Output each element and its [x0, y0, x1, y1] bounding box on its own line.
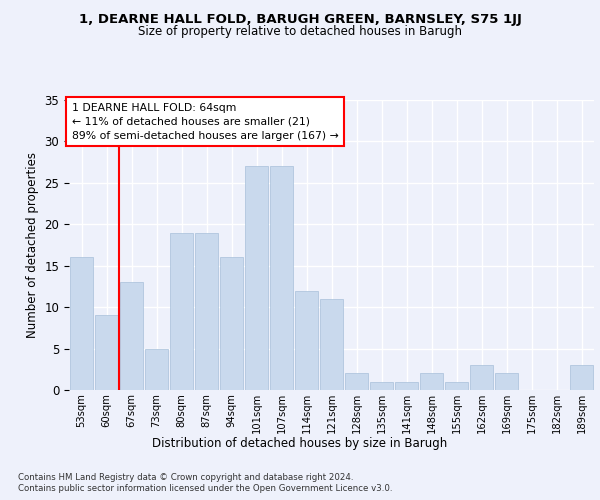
Bar [195, 232, 218, 390]
Bar [395, 382, 418, 390]
Bar [170, 232, 193, 390]
Text: Size of property relative to detached houses in Barugh: Size of property relative to detached ho… [138, 25, 462, 38]
Bar [220, 258, 243, 390]
Bar [70, 258, 93, 390]
Bar [420, 374, 443, 390]
Bar [470, 365, 493, 390]
Bar [270, 166, 293, 390]
Bar [120, 282, 143, 390]
Bar [495, 374, 518, 390]
Bar [145, 348, 168, 390]
Text: 1 DEARNE HALL FOLD: 64sqm
← 11% of detached houses are smaller (21)
89% of semi-: 1 DEARNE HALL FOLD: 64sqm ← 11% of detac… [71, 103, 338, 141]
Text: 1, DEARNE HALL FOLD, BARUGH GREEN, BARNSLEY, S75 1JJ: 1, DEARNE HALL FOLD, BARUGH GREEN, BARNS… [79, 12, 521, 26]
Bar [370, 382, 393, 390]
Bar [95, 316, 118, 390]
Bar [345, 374, 368, 390]
Bar [320, 299, 343, 390]
Bar [295, 290, 318, 390]
Bar [445, 382, 468, 390]
Text: Distribution of detached houses by size in Barugh: Distribution of detached houses by size … [152, 438, 448, 450]
Y-axis label: Number of detached properties: Number of detached properties [26, 152, 39, 338]
Text: Contains public sector information licensed under the Open Government Licence v3: Contains public sector information licen… [18, 484, 392, 493]
Bar [570, 365, 593, 390]
Text: Contains HM Land Registry data © Crown copyright and database right 2024.: Contains HM Land Registry data © Crown c… [18, 472, 353, 482]
Bar [245, 166, 268, 390]
